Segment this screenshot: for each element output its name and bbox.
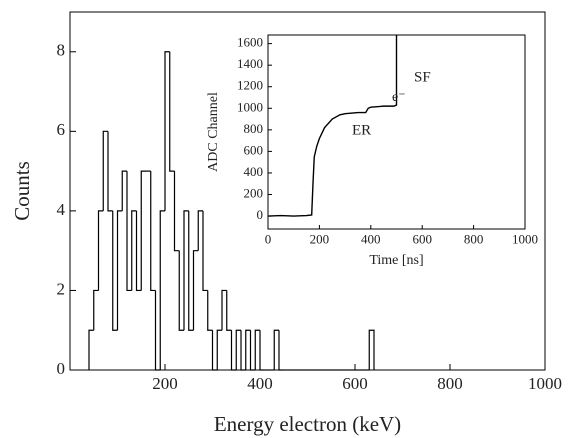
y-tick-label: 800: [244, 121, 264, 136]
annotation: e⁻: [392, 90, 406, 105]
histogram-bin: [254, 329, 260, 370]
histogram-bin: [235, 329, 241, 370]
x-tick-label: 800: [464, 232, 484, 247]
histogram-bin: [164, 51, 170, 211]
histogram-bin: [169, 51, 175, 172]
histogram-bin: [197, 210, 203, 251]
histogram-bin: [140, 170, 146, 291]
histogram-bin: [135, 210, 142, 292]
y-tick-label: 600: [244, 142, 264, 157]
data-line: [267, 35, 398, 217]
histogram-bin: [150, 171, 156, 292]
histogram-bin: [178, 250, 184, 331]
histogram-bin: [183, 210, 189, 331]
histogram-bin: [230, 330, 237, 371]
y-tick-label: 1400: [237, 56, 263, 71]
annotation: ER: [352, 122, 371, 138]
x-tick-label: 400: [247, 374, 273, 393]
histogram-bin: [121, 170, 127, 211]
histogram-bin: [278, 330, 284, 371]
y-tick-label: 0: [257, 207, 264, 222]
histogram-bin: [173, 171, 180, 252]
histogram-bin: [102, 130, 108, 211]
x-tick-label: 600: [412, 232, 432, 247]
y-tick-label: 1600: [237, 35, 263, 50]
y-tick-label: 2: [57, 279, 66, 298]
histogram-bin: [112, 210, 118, 331]
x-tick-label: 0: [265, 232, 272, 247]
x-tick-label: 400: [361, 232, 381, 247]
histogram-bin: [211, 330, 218, 371]
histogram-bin: [226, 290, 232, 331]
x-tick-label: 600: [342, 374, 368, 393]
histogram-bin: [116, 210, 123, 331]
histogram-bin: [216, 329, 222, 370]
annotation: SF: [414, 69, 431, 85]
histogram-bin: [259, 330, 265, 371]
x-tick-label: 200: [152, 374, 178, 393]
y-axis-label: Counts: [10, 161, 34, 221]
x-axis-label: Time [ns]: [369, 253, 423, 268]
histogram-bin: [240, 330, 246, 371]
histogram-bin: [188, 210, 194, 331]
histogram-bin: [88, 329, 94, 370]
y-tick-label: 200: [244, 185, 264, 200]
histogram-bin: [249, 330, 256, 371]
y-tick-label: 8: [57, 41, 66, 60]
y-tick-label: 6: [57, 120, 66, 139]
histogram-bin: [207, 290, 213, 331]
histogram-bin: [159, 210, 165, 370]
histogram-bin: [131, 210, 137, 291]
histogram-bin: [273, 329, 279, 370]
histogram-bin: [107, 131, 113, 212]
y-tick-label: 400: [244, 164, 264, 179]
y-tick-label: 1000: [237, 99, 263, 114]
y-axis-label: ADC Channel: [206, 92, 221, 172]
y-tick-label: 1200: [237, 78, 263, 93]
histogram-bin: [154, 290, 161, 371]
histogram-bin: [368, 329, 375, 370]
histogram-bin: [93, 289, 99, 331]
x-axis-label: Energy electron (keV): [214, 412, 401, 436]
x-tick-label: 200: [310, 232, 330, 247]
y-tick-label: 0: [57, 359, 66, 378]
histogram-bin: [192, 250, 199, 331]
histogram-bin: [202, 210, 208, 292]
x-tick-label: 1000: [528, 374, 562, 393]
x-tick-label: 1000: [512, 232, 538, 247]
histogram-bin: [126, 171, 132, 292]
y-tick-label: 4: [57, 200, 66, 219]
histogram-bin: [221, 289, 227, 331]
histogram-bin: [245, 329, 251, 370]
x-tick-label: 800: [437, 374, 463, 393]
histogram-bin: [97, 210, 104, 291]
